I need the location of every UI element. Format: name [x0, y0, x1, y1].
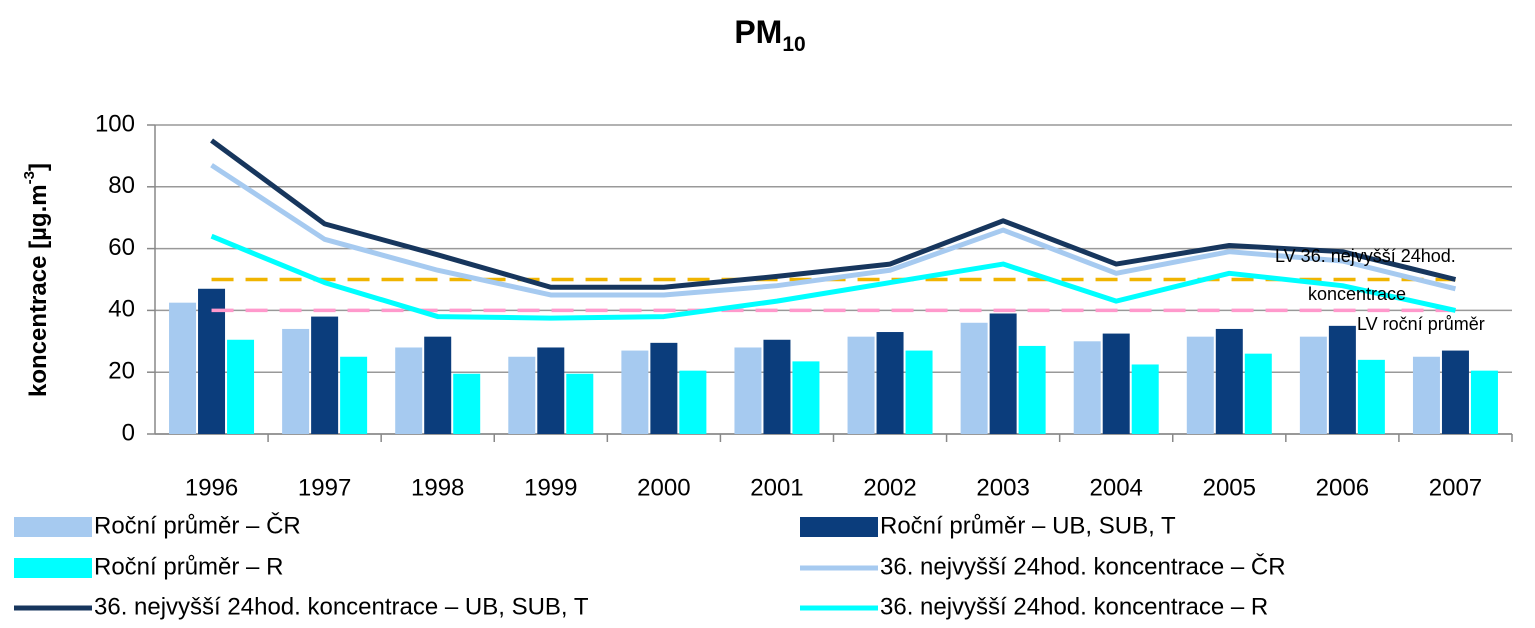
x-tick-label: 2007	[1429, 474, 1482, 501]
y-tick-label: 0	[122, 419, 135, 446]
bar	[621, 350, 649, 434]
y-tick-label: 40	[108, 296, 135, 323]
bar	[311, 316, 339, 434]
bar	[1102, 333, 1130, 434]
bar	[1131, 364, 1159, 434]
x-tick-label: 1999	[524, 474, 577, 501]
bar	[847, 336, 875, 434]
x-tick-label: 1996	[185, 474, 238, 501]
x-tick-label: 2003	[976, 474, 1029, 501]
x-tick-label: 2001	[750, 474, 803, 501]
bar	[650, 342, 678, 434]
x-tick-label: 2005	[1203, 474, 1256, 501]
x-tick-label: 2006	[1316, 474, 1369, 501]
bar	[1073, 341, 1101, 434]
bar	[1441, 350, 1469, 434]
bar	[1328, 325, 1356, 434]
x-tick-label: 1997	[298, 474, 351, 501]
bar	[1357, 359, 1385, 434]
reference-label: koncentrace	[1308, 284, 1406, 304]
bar	[905, 350, 933, 434]
legend-label: Roční průměr – R	[94, 553, 283, 580]
y-tick-label: 20	[108, 358, 135, 385]
bar	[960, 322, 988, 434]
legend-label: Roční průměr – UB, SUB, T	[880, 512, 1176, 539]
line	[210, 138, 1457, 290]
bar	[340, 356, 368, 434]
bar	[1018, 345, 1046, 434]
legend-swatch	[14, 558, 92, 578]
bar	[537, 347, 565, 434]
line	[210, 233, 1456, 321]
bar	[169, 302, 197, 434]
legend-label: 36. nejvyšší 24hod. koncentrace – ČR	[880, 552, 1286, 580]
bar	[1412, 356, 1440, 434]
bar	[198, 288, 226, 434]
title-subscript: 10	[782, 33, 805, 56]
bar	[508, 356, 536, 434]
legend-label: 36. nejvyšší 24hod. koncentrace – R	[880, 593, 1268, 620]
bar	[1186, 336, 1214, 434]
x-tick-label: 2004	[1090, 474, 1143, 501]
bar	[1299, 336, 1327, 434]
bar	[1244, 353, 1272, 434]
y-axis-label: koncentrace [µg.m-3]	[21, 163, 52, 397]
legend-label: Roční průměr – ČR	[94, 511, 301, 539]
line	[210, 163, 1457, 298]
bar	[876, 332, 904, 434]
y-label-end: ]	[25, 163, 52, 171]
y-tick-label: 60	[108, 234, 135, 261]
legend-swatch	[800, 517, 878, 537]
chart-title: PM10	[734, 14, 805, 55]
bar	[227, 339, 255, 434]
bar	[395, 347, 423, 434]
bar	[989, 313, 1017, 434]
bar	[734, 347, 762, 434]
bar	[679, 370, 707, 434]
y-label-main: koncentrace [µg.m	[25, 184, 52, 397]
y-label-sup: -3	[21, 171, 38, 184]
reference-label: LV roční průměr	[1357, 314, 1485, 334]
x-tick-label: 2000	[637, 474, 690, 501]
bar	[763, 339, 791, 434]
bar	[792, 361, 820, 434]
bar	[453, 373, 481, 434]
title-main: PM	[734, 14, 782, 50]
bar	[566, 373, 594, 434]
x-tick-label: 1998	[411, 474, 464, 501]
x-tick-label: 2002	[863, 474, 916, 501]
legend-label: 36. nejvyšší 24hod. koncentrace – UB, SU…	[94, 593, 589, 620]
reference-label: LV 36. nejvyšší 24hod.	[1275, 246, 1456, 266]
y-tick-label: 100	[95, 110, 135, 137]
y-tick-label: 80	[108, 172, 135, 199]
legend-swatch	[14, 517, 92, 537]
bar	[1470, 370, 1498, 434]
bar	[424, 336, 452, 434]
bar	[1215, 328, 1243, 434]
bar	[282, 328, 310, 434]
